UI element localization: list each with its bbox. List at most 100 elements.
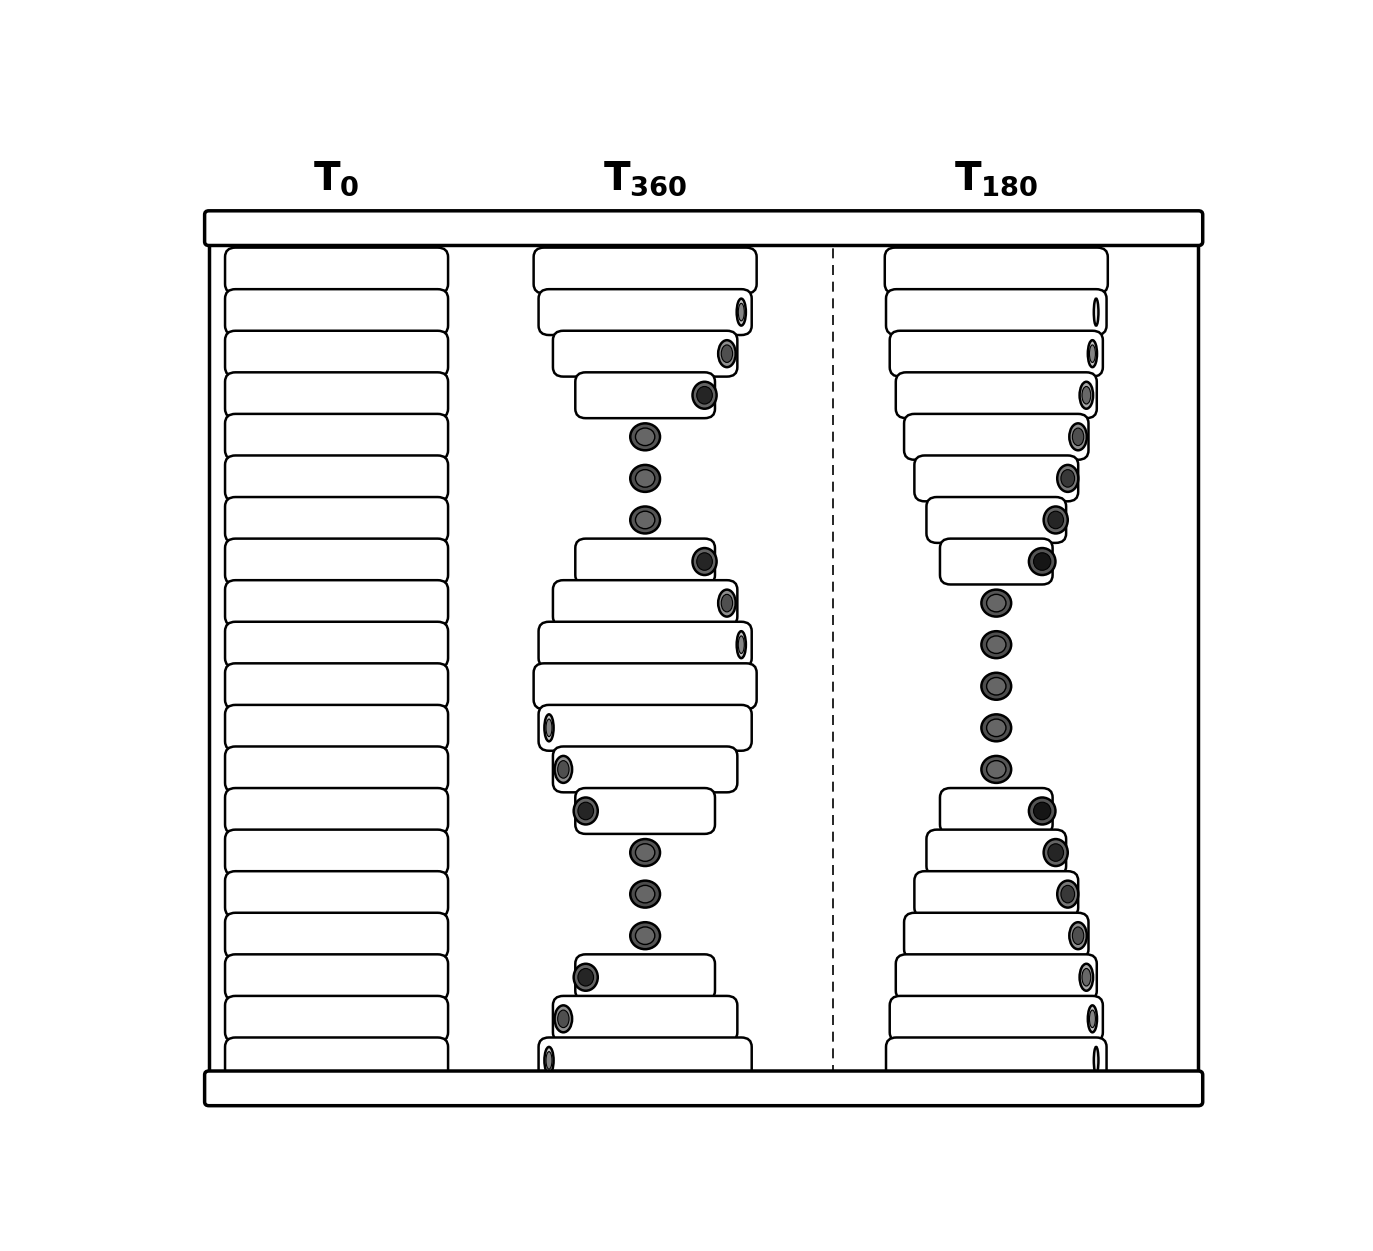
Ellipse shape — [739, 303, 744, 320]
FancyBboxPatch shape — [886, 1037, 1107, 1083]
Ellipse shape — [574, 797, 597, 824]
FancyBboxPatch shape — [205, 1071, 1203, 1106]
FancyBboxPatch shape — [225, 455, 448, 502]
Ellipse shape — [1072, 428, 1083, 445]
FancyBboxPatch shape — [553, 747, 737, 792]
FancyBboxPatch shape — [538, 622, 751, 668]
Ellipse shape — [630, 507, 660, 533]
Ellipse shape — [696, 387, 713, 404]
FancyBboxPatch shape — [914, 871, 1078, 917]
FancyBboxPatch shape — [538, 289, 751, 335]
Ellipse shape — [1061, 469, 1075, 487]
FancyBboxPatch shape — [941, 788, 1053, 834]
Ellipse shape — [1089, 345, 1096, 363]
Ellipse shape — [1070, 922, 1087, 950]
FancyBboxPatch shape — [225, 829, 448, 876]
Ellipse shape — [1048, 843, 1064, 861]
Ellipse shape — [636, 886, 655, 903]
FancyBboxPatch shape — [538, 1037, 751, 1083]
Ellipse shape — [578, 802, 593, 819]
Ellipse shape — [1057, 465, 1078, 492]
Ellipse shape — [1079, 963, 1093, 991]
FancyBboxPatch shape — [225, 747, 448, 792]
FancyBboxPatch shape — [225, 663, 448, 709]
FancyBboxPatch shape — [575, 539, 715, 584]
Ellipse shape — [737, 299, 746, 325]
Ellipse shape — [692, 382, 717, 409]
Text: $\mathbf{T_{360}}$: $\mathbf{T_{360}}$ — [603, 160, 688, 199]
Ellipse shape — [718, 340, 736, 367]
Ellipse shape — [636, 428, 655, 445]
Ellipse shape — [982, 756, 1011, 783]
Ellipse shape — [1070, 423, 1087, 450]
FancyBboxPatch shape — [225, 580, 448, 626]
Ellipse shape — [721, 594, 733, 612]
Text: $\mathbf{T_0}$: $\mathbf{T_0}$ — [313, 160, 360, 199]
FancyBboxPatch shape — [205, 211, 1203, 245]
Ellipse shape — [1043, 839, 1068, 866]
FancyBboxPatch shape — [927, 497, 1065, 543]
Ellipse shape — [1082, 968, 1090, 986]
FancyBboxPatch shape — [553, 996, 737, 1042]
Ellipse shape — [578, 968, 593, 986]
FancyBboxPatch shape — [575, 373, 715, 418]
FancyBboxPatch shape — [575, 955, 715, 1001]
Ellipse shape — [557, 1010, 568, 1027]
FancyBboxPatch shape — [903, 414, 1089, 460]
Ellipse shape — [630, 881, 660, 908]
Ellipse shape — [739, 636, 744, 653]
Ellipse shape — [1061, 886, 1075, 903]
Ellipse shape — [546, 719, 552, 737]
FancyBboxPatch shape — [553, 580, 737, 626]
Ellipse shape — [1089, 1010, 1096, 1027]
Ellipse shape — [1079, 382, 1093, 409]
FancyBboxPatch shape — [225, 330, 448, 377]
Ellipse shape — [987, 678, 1006, 696]
FancyBboxPatch shape — [884, 248, 1108, 294]
Ellipse shape — [545, 714, 553, 742]
FancyBboxPatch shape — [941, 539, 1053, 584]
Ellipse shape — [692, 548, 717, 575]
Ellipse shape — [982, 589, 1011, 617]
FancyBboxPatch shape — [575, 788, 715, 834]
FancyBboxPatch shape — [890, 996, 1103, 1042]
Ellipse shape — [1082, 387, 1090, 404]
Ellipse shape — [982, 714, 1011, 742]
Ellipse shape — [1087, 1006, 1097, 1032]
Ellipse shape — [1087, 340, 1097, 367]
Ellipse shape — [1048, 512, 1064, 529]
FancyBboxPatch shape — [225, 871, 448, 917]
Ellipse shape — [1028, 797, 1056, 824]
FancyBboxPatch shape — [534, 248, 757, 294]
FancyBboxPatch shape — [914, 455, 1078, 502]
FancyBboxPatch shape — [225, 704, 448, 751]
Ellipse shape — [630, 423, 660, 450]
FancyBboxPatch shape — [225, 289, 448, 335]
Ellipse shape — [545, 1047, 553, 1073]
Ellipse shape — [987, 719, 1006, 737]
Ellipse shape — [630, 465, 660, 492]
FancyBboxPatch shape — [895, 955, 1097, 1001]
Ellipse shape — [636, 512, 655, 529]
Ellipse shape — [557, 761, 568, 778]
Text: $\mathbf{T_{180}}$: $\mathbf{T_{180}}$ — [954, 160, 1038, 199]
FancyBboxPatch shape — [225, 1037, 448, 1083]
FancyBboxPatch shape — [890, 330, 1103, 377]
Ellipse shape — [546, 1052, 552, 1070]
Ellipse shape — [718, 589, 736, 617]
Ellipse shape — [1034, 802, 1050, 819]
FancyBboxPatch shape — [225, 913, 448, 958]
Ellipse shape — [721, 345, 733, 363]
FancyBboxPatch shape — [895, 373, 1097, 418]
Ellipse shape — [630, 922, 660, 950]
Ellipse shape — [1028, 548, 1056, 575]
Ellipse shape — [1094, 299, 1098, 325]
FancyBboxPatch shape — [225, 497, 448, 543]
FancyBboxPatch shape — [225, 373, 448, 418]
Ellipse shape — [1057, 881, 1078, 908]
FancyBboxPatch shape — [225, 955, 448, 1001]
FancyBboxPatch shape — [225, 996, 448, 1042]
FancyBboxPatch shape — [225, 414, 448, 460]
Ellipse shape — [555, 1006, 573, 1032]
FancyBboxPatch shape — [538, 704, 751, 751]
